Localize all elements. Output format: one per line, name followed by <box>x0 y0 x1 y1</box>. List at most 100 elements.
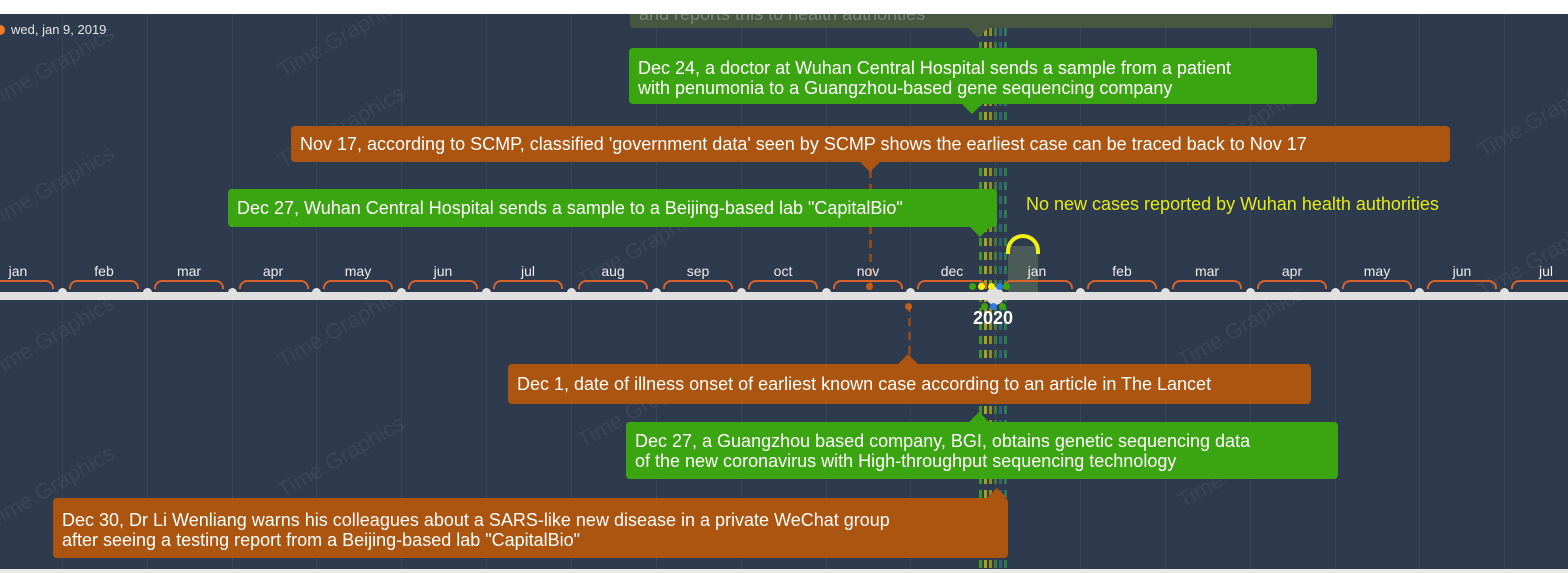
event-dot[interactable] <box>990 303 997 310</box>
month-label[interactable]: jul <box>520 263 535 279</box>
event-text-line2: of the new coronavirus with High-through… <box>635 451 1177 471</box>
highlight-arc-icon <box>1006 234 1040 254</box>
watermark: Time.Graphics <box>1473 210 1568 303</box>
watermark: Time.Graphics <box>273 410 409 503</box>
month-brace <box>1342 280 1412 289</box>
event-card-dec27-wuhan[interactable]: Dec 27, Wuhan Central Hospital sends a s… <box>228 189 997 227</box>
month-label[interactable]: jan <box>8 263 28 279</box>
event-dot[interactable] <box>988 283 995 290</box>
month-brace <box>1511 280 1568 289</box>
bottom-border <box>0 569 1568 573</box>
event-dot[interactable] <box>999 303 1006 310</box>
month-label[interactable]: apr <box>1281 263 1303 279</box>
event-text-line1: Dec 24, a doctor at Wuhan Central Hospit… <box>638 58 1231 78</box>
month-tick <box>482 288 491 297</box>
month-label[interactable]: feb <box>1112 263 1132 279</box>
month-label[interactable]: mar <box>1194 263 1220 279</box>
month-brace <box>748 280 818 289</box>
event-card-dec30[interactable]: Dec 30, Dr Li Wenliang warns his colleag… <box>53 498 1008 558</box>
month-tick <box>737 288 746 297</box>
event-pointer <box>969 412 989 422</box>
event-card-faded[interactable]: and reports this to health authorities <box>630 14 1333 28</box>
event-text: Dec 1, date of illness onset of earliest… <box>517 374 1212 394</box>
event-pointer <box>898 354 918 364</box>
year-boundary-knob[interactable] <box>986 287 1004 305</box>
event-text-line2: with penumonia to a Guangzhou-based gene… <box>638 78 1173 98</box>
event-card-dec1[interactable]: Dec 1, date of illness onset of earliest… <box>508 364 1311 404</box>
month-brace <box>578 280 648 289</box>
event-card-dec27-bgi[interactable]: Dec 27, a Guangzhou based company, BGI, … <box>626 422 1338 479</box>
year-label: 2020 <box>973 308 1014 328</box>
date-marker-icon <box>0 24 5 35</box>
event-pointer <box>962 104 982 114</box>
event-dot[interactable] <box>905 303 912 310</box>
no-new-cases-note[interactable]: No new cases reported by Wuhan health au… <box>1026 194 1439 214</box>
event-text-line1: Dec 30, Dr Li Wenliang warns his colleag… <box>62 510 890 530</box>
month-brace <box>408 280 478 289</box>
watermark: Time.Graphics <box>273 14 409 83</box>
event-pointer <box>860 162 880 172</box>
month-brace <box>323 280 393 289</box>
month-brace <box>0 280 54 289</box>
event-pointer <box>968 28 988 38</box>
month-tick <box>1161 288 1170 297</box>
month-label[interactable]: apr <box>262 263 284 279</box>
event-pointer <box>970 227 990 237</box>
month-label[interactable]: nov <box>856 263 880 279</box>
timeline-canvas[interactable]: Time.Graphics Time.Graphics Time.Graphic… <box>0 14 1568 569</box>
month-tick <box>312 288 321 297</box>
month-tick <box>822 288 831 297</box>
month-brace <box>239 280 309 289</box>
month-label[interactable]: jun <box>1452 263 1472 279</box>
month-tick <box>652 288 661 297</box>
month-label[interactable]: jul <box>1538 263 1553 279</box>
month-label[interactable]: may <box>1363 263 1391 279</box>
month-label[interactable]: sep <box>686 263 710 279</box>
event-dot[interactable] <box>1003 283 1010 290</box>
event-dot[interactable] <box>996 283 1003 290</box>
month-label[interactable]: feb <box>94 263 114 279</box>
month-label[interactable]: jun <box>433 263 453 279</box>
current-date-indicator: wed, jan 9, 2019 <box>0 22 106 37</box>
event-card-nov17[interactable]: Nov 17, according to SCMP, classified 'g… <box>291 126 1450 162</box>
month-tick <box>1076 288 1085 297</box>
event-text: and reports this to health authorities <box>639 14 926 24</box>
event-connector-line <box>984 14 987 569</box>
month-label[interactable]: jan <box>1027 263 1047 279</box>
event-dot[interactable] <box>866 283 873 290</box>
month-brace <box>1003 280 1073 289</box>
event-dot[interactable] <box>978 283 985 290</box>
event-dot[interactable] <box>969 283 976 290</box>
month-tick <box>1246 288 1255 297</box>
event-pointer <box>987 488 1007 498</box>
event-text-line2: after seeing a testing report from a Bei… <box>62 530 581 550</box>
timeline-axis[interactable] <box>0 292 1568 300</box>
highlight-period-band <box>1008 246 1038 294</box>
event-connector-line <box>1004 14 1007 569</box>
event-card-dec24[interactable]: Dec 24, a doctor at Wuhan Central Hospit… <box>629 48 1317 104</box>
event-dot[interactable] <box>981 303 988 310</box>
month-brace <box>917 280 987 289</box>
month-brace <box>154 280 224 289</box>
event-connector-line <box>979 14 982 569</box>
month-brace <box>833 280 903 289</box>
month-tick <box>397 288 406 297</box>
month-tick <box>58 288 67 297</box>
month-label[interactable]: mar <box>176 263 202 279</box>
month-brace <box>1172 280 1242 289</box>
watermark: Time.Graphics <box>0 140 119 233</box>
event-text: Nov 17, according to SCMP, classified 'g… <box>300 134 1307 154</box>
month-label[interactable]: oct <box>773 263 793 279</box>
month-label[interactable]: aug <box>601 263 625 279</box>
month-brace <box>1087 280 1157 289</box>
month-tick <box>906 288 915 297</box>
month-brace <box>1427 280 1497 289</box>
month-brace <box>663 280 733 289</box>
watermark: Time.Graphics <box>1473 70 1568 163</box>
month-label[interactable]: may <box>344 263 372 279</box>
month-label[interactable]: dec <box>940 263 964 279</box>
month-brace <box>69 280 139 289</box>
month-brace <box>493 280 563 289</box>
event-connector-line <box>908 304 911 356</box>
event-text-line1: Dec 27, a Guangzhou based company, BGI, … <box>635 431 1251 451</box>
